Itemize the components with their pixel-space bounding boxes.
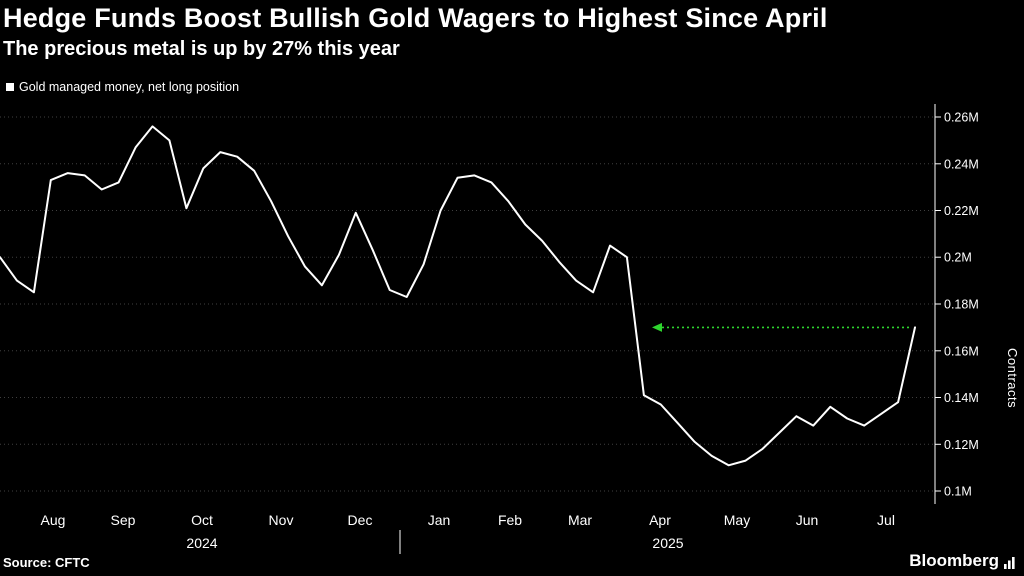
legend-series-label: Gold managed money, net long position <box>19 80 240 94</box>
x-axis-month-label: Sep <box>111 512 136 528</box>
x-axis-month-label: Aug <box>41 512 66 528</box>
y-axis-tick-label: 0.14M <box>944 391 979 405</box>
y-axis-tick-label: 0.2M <box>944 251 972 265</box>
arrowhead-icon <box>652 322 662 332</box>
y-axis-tick-label: 0.18M <box>944 298 979 312</box>
page-subtitle: The precious metal is up by 27% this yea… <box>3 38 400 60</box>
x-axis-month-label: Dec <box>348 512 373 528</box>
x-axis-month-label: Feb <box>498 512 522 528</box>
chart-area: 0.26M 0.24M 0.22M 0.2M 0.18M 0.16M 0.14M 0.12M 0… <box>0 96 1024 556</box>
bloomberg-wordmark: Bloomberg <box>909 551 999 570</box>
bloomberg-logo: Bloomberg <box>909 551 1016 571</box>
y-axis-tick-label: 0.24M <box>944 157 979 171</box>
x-axis-year-label: 2024 <box>186 535 217 551</box>
x-axis-month-label: Jun <box>796 512 819 528</box>
x-axis-month-label: Oct <box>191 512 213 528</box>
y-axis-tick-label: 0.16M <box>944 344 979 358</box>
legend-marker-icon <box>6 83 14 91</box>
x-axis-month-label: May <box>724 512 750 528</box>
x-axis-month-label: Jul <box>877 512 895 528</box>
source-label: Source: CFTC <box>3 555 90 570</box>
page-title: Hedge Funds Boost Bullish Gold Wagers to… <box>3 3 828 33</box>
y-axis-tick-label: 0.26M <box>944 111 979 125</box>
x-axis-month-label: Jan <box>428 512 451 528</box>
x-axis-month-label: Mar <box>568 512 592 528</box>
legend: Gold managed money, net long position <box>6 80 239 94</box>
bloomberg-terminal-bars-icon <box>1004 557 1015 569</box>
y-axis-tick-label: 0.12M <box>944 438 979 452</box>
y-axis-title: Contracts <box>1005 348 1020 409</box>
x-axis-month-label: Nov <box>269 512 294 528</box>
x-axis-year-label: 2025 <box>652 535 683 551</box>
y-axis-tick-label: 0.22M <box>944 204 979 218</box>
series-line <box>0 125 916 467</box>
y-axis-tick-label: 0.1M <box>944 485 972 499</box>
line-chart: 0.26M 0.24M 0.22M 0.2M 0.18M 0.16M 0.14M 0.12M 0… <box>0 104 979 554</box>
x-axis-month-label: Apr <box>649 512 671 528</box>
